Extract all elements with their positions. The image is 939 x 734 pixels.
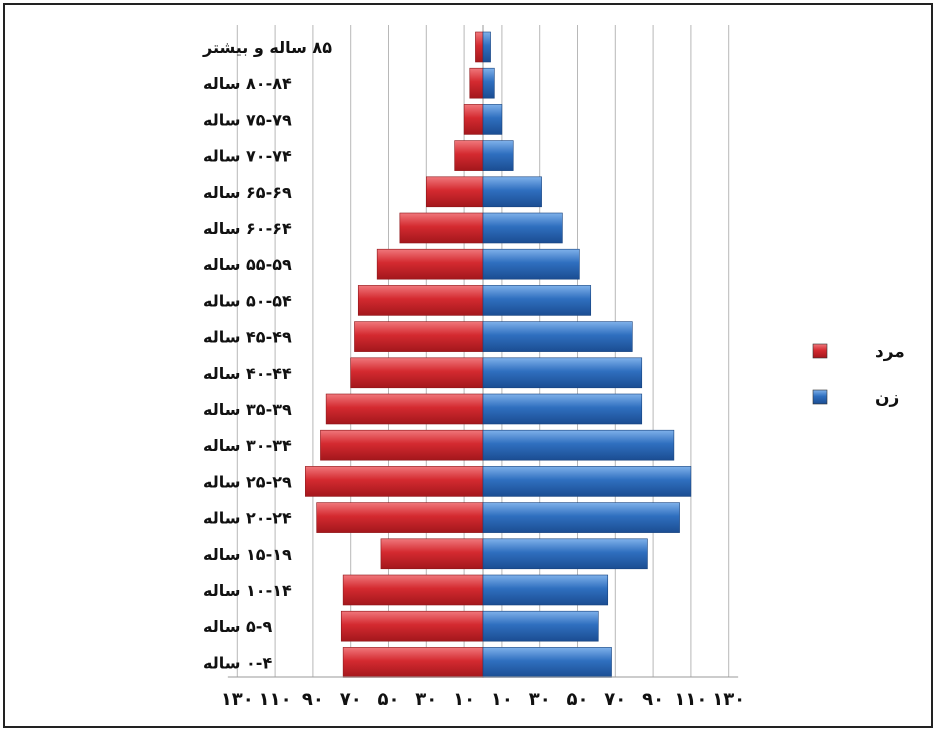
age-group-label: ۱۵-۱۹ ساله: [203, 545, 292, 564]
bar-female: [482, 538, 648, 570]
bar-male: [342, 647, 484, 678]
age-group-label: ۶۰-۶۴ ساله: [203, 219, 292, 238]
bar-female: [482, 502, 680, 533]
bar-female: [482, 285, 592, 316]
x-tick-label-right: ۱۳۰: [712, 689, 745, 710]
bar-female: [482, 212, 563, 244]
bar-female: [482, 466, 692, 497]
x-tick-label-left: ۱۳۰: [221, 689, 254, 710]
x-tick-label-left: ۷۰: [340, 689, 362, 710]
bar-female: [482, 321, 633, 352]
bar-female: [482, 140, 514, 171]
bar-female: [482, 393, 643, 425]
bar-male: [463, 104, 484, 135]
bar-male: [316, 502, 484, 533]
bar-male: [320, 429, 484, 461]
bar-male: [376, 248, 484, 280]
x-tick-label-right: ۱۰: [491, 689, 513, 710]
bar-male: [340, 610, 484, 642]
x-tick-label-right: ۹۰: [642, 689, 664, 710]
bar-male: [357, 285, 484, 316]
x-tick-label-left: ۵۰: [378, 689, 400, 710]
bar-male: [454, 140, 484, 171]
bar-female: [482, 574, 609, 606]
age-group-label: ۶۵-۶۹ ساله: [203, 183, 292, 202]
x-tick-label-right: ۱۱۰: [674, 689, 707, 710]
bar-male: [425, 176, 484, 208]
bar-female: [482, 429, 675, 461]
age-group-label: ۰-۴ ساله: [203, 653, 272, 672]
x-tick-label-right: ۳۰: [529, 689, 551, 710]
bar-female: [482, 248, 580, 280]
bar-female: [482, 357, 643, 389]
age-group-label: ۸۵ ساله و بیشتر: [202, 38, 332, 57]
bar-female: [482, 176, 542, 208]
age-group-label: ۷۰-۷۴ ساله: [203, 147, 292, 166]
age-group-label: ۴۰-۴۴ ساله: [203, 364, 292, 383]
bar-male: [469, 67, 484, 99]
age-group-label: ۴۵-۴۹ ساله: [203, 328, 292, 347]
age-group-label: ۱۰-۱۴ ساله: [203, 581, 292, 600]
age-group-label: ۳۰-۳۴ ساله: [203, 436, 292, 455]
x-tick-label-right: ۷۰: [604, 689, 626, 710]
bar-male: [380, 538, 484, 570]
x-tick-label-left: ۱۰: [453, 689, 475, 710]
age-group-label: ۷۵-۷۹ ساله: [203, 110, 292, 129]
bar-male: [475, 31, 484, 63]
age-group-label: ۲۰-۲۴ ساله: [203, 509, 292, 528]
bar-male: [399, 212, 484, 244]
bar-female: [482, 67, 495, 99]
age-group-label: ۳۵-۳۹ ساله: [203, 400, 292, 419]
bar-female: [482, 31, 491, 63]
bar-female: [482, 647, 612, 678]
bar-female: [482, 610, 599, 642]
age-group-label: ۵-۹ ساله: [203, 617, 272, 636]
x-tick-label-right: ۵۰: [567, 689, 589, 710]
bar-male: [325, 393, 484, 425]
bar-male: [354, 321, 484, 352]
age-group-label: ۵۵-۵۹ ساله: [203, 255, 292, 274]
legend-label: زن: [875, 388, 899, 408]
chart-frame: ۱۳۰ ۱۳۰ ۱۱۰ ۱۱۰ ۹۰ ۹۰ ۷۰ ۷۰ ۵۰ ۵۰ ۳۰ ۳۰ ۱۰ ۱۰ ۸۵ ساله…: [3, 3, 933, 728]
age-group-labels: ۸۵ ساله و بیشتر ۸۰-۸۴ ساله ۷۵-۷۹ ساله ۷۰-۷۴…: [202, 38, 332, 672]
x-tick-label-left: ۱۱۰: [259, 689, 292, 710]
age-group-label: ۸۰-۸۴ ساله: [203, 74, 292, 93]
legend-swatch: [812, 343, 828, 359]
bar-male: [305, 466, 484, 497]
age-group-label: ۲۵-۲۹ ساله: [203, 472, 292, 491]
bar-male: [350, 357, 484, 389]
bars: [305, 31, 692, 678]
x-tick-label-left: ۹۰: [302, 689, 324, 710]
legend-swatch: [812, 389, 828, 405]
x-tick-label-left: ۳۰: [415, 689, 437, 710]
bar-female: [482, 104, 503, 135]
legend-label: مرد: [875, 342, 905, 362]
bar-male: [342, 574, 484, 606]
age-group-label: ۵۰-۵۴ ساله: [203, 291, 292, 310]
legend: مرد زن: [812, 342, 905, 408]
